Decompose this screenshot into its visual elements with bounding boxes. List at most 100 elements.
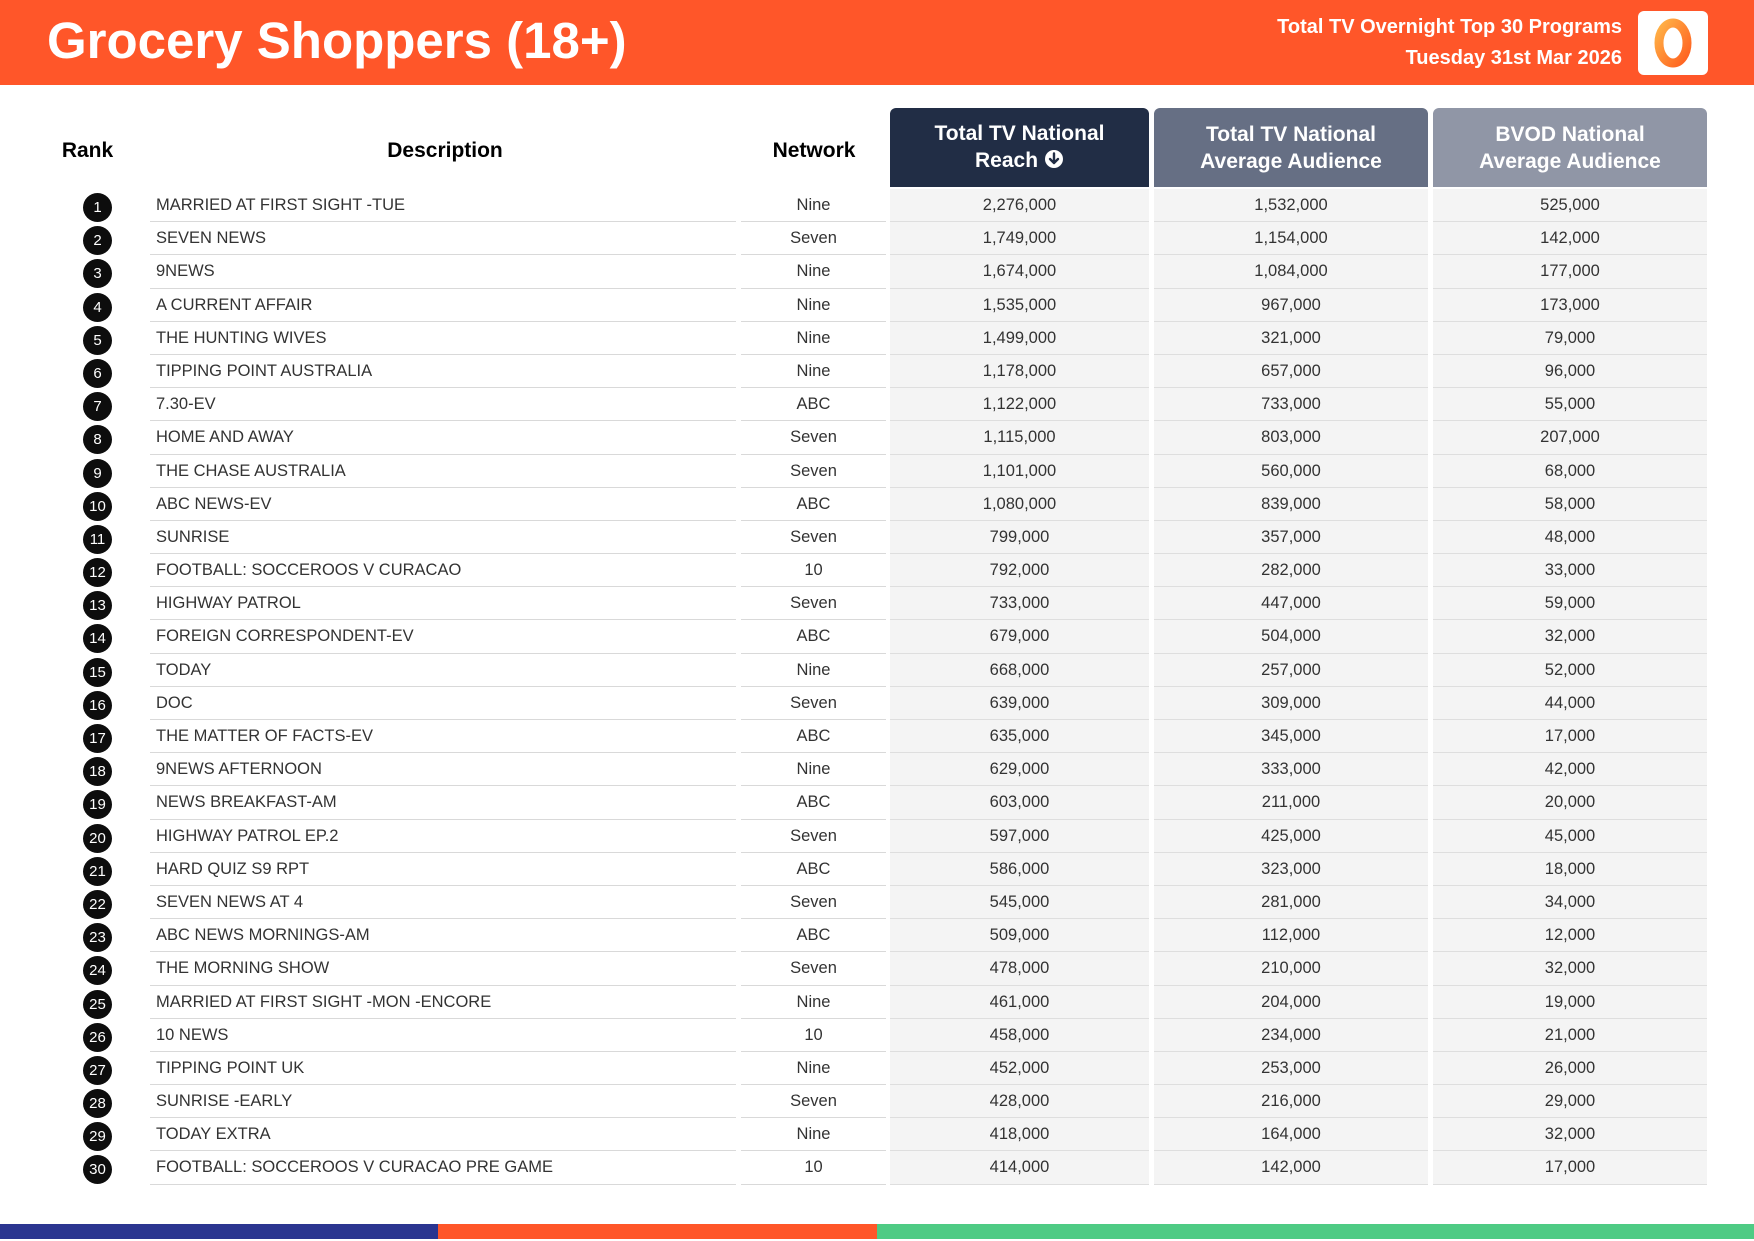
avg-audience-value: 560,000 [1154,454,1428,488]
network-name: 10 [741,1019,886,1052]
reach-value: 428,000 [890,1085,1149,1119]
reach-value: 733,000 [890,587,1149,621]
bvod-value: 17,000 [1433,720,1707,754]
program-description: FOOTBALL: SOCCEROOS V CURACAO [150,554,736,588]
rank-badge: 9 [83,458,112,488]
network-name: Nine [741,1118,886,1152]
rank-badge: 5 [83,325,112,355]
program-description: HARD QUIZ S9 RPT [150,853,736,886]
bvod-value: 79,000 [1433,321,1707,355]
reach-value: 1,499,000 [890,321,1149,355]
table-row: 21 HARD QUIZ S9 RPT ABC 586,000 323,000 18,00… [0,852,1754,886]
rank-badge: 13 [83,591,112,621]
network-name: Seven [741,1085,886,1119]
table-row: 19 NEWS BREAKFAST-AM ABC 603,000 211,000 20,0… [0,786,1754,820]
rank-badge: 14 [83,624,112,654]
program-description: HIGHWAY PATROL EP.2 [150,820,736,853]
network-name: 10 [741,1151,886,1185]
bvod-value: 12,000 [1433,919,1707,953]
rank-badge: 16 [83,690,112,720]
bvod-value: 19,000 [1433,985,1707,1019]
table-row: 9 THE CHASE AUSTRALIA Seven 1,101,000 560,00… [0,454,1754,488]
avg-audience-value: 733,000 [1154,388,1428,422]
avg-audience-value: 164,000 [1154,1118,1428,1152]
table-row: 13 HIGHWAY PATROL Seven 733,000 447,000 59,00… [0,587,1754,621]
bvod-column-header: BVOD National Average Audience [1433,108,1707,187]
network-name: Seven [741,820,886,853]
table-row: 16 DOC Seven 639,000 309,000 44,000 [0,686,1754,720]
network-name: Seven [741,886,886,920]
bvod-value: 21,000 [1433,1018,1707,1052]
reach-value: 635,000 [890,720,1149,754]
bvod-value: 45,000 [1433,819,1707,853]
bvod-value: 32,000 [1433,952,1707,986]
avg-audience-value: 839,000 [1154,487,1428,521]
avg-audience-value: 282,000 [1154,554,1428,588]
avg-audience-value: 321,000 [1154,321,1428,355]
reach-header-line1: Total TV National [934,121,1105,145]
reach-value: 1,122,000 [890,388,1149,422]
avg-audience-value: 345,000 [1154,720,1428,754]
avg-audience-value: 803,000 [1154,421,1428,455]
rank-badge: 4 [83,292,112,322]
network-name: ABC [741,786,886,820]
page-header: Grocery Shoppers (18+) Total TV Overnigh… [0,0,1754,85]
avg-audience-value: 967,000 [1154,288,1428,322]
network-name: Nine [741,355,886,389]
rank-badge: 30 [83,1155,112,1185]
reach-value: 461,000 [890,985,1149,1019]
bvod-value: 177,000 [1433,255,1707,289]
avg-header-line2: Average Audience [1200,149,1382,173]
bvod-value: 68,000 [1433,454,1707,488]
network-name: Seven [741,587,886,621]
table-row: 30 FOOTBALL: SOCCEROOS V CURACAO PRE GAME… [0,1151,1754,1185]
program-description: 7.30-EV [150,388,736,422]
reach-value: 629,000 [890,753,1149,787]
avg-audience-value: 216,000 [1154,1085,1428,1119]
rank-badge: 19 [83,790,112,820]
rank-badge: 29 [83,1122,112,1152]
avg-audience-value: 309,000 [1154,686,1428,720]
program-description: SEVEN NEWS [150,222,736,256]
reach-value: 799,000 [890,520,1149,555]
avg-audience-value: 253,000 [1154,1051,1428,1086]
network-name: ABC [741,388,886,422]
reach-value: 1,674,000 [890,255,1149,289]
network-name: ABC [741,720,886,754]
rank-badge: 10 [83,491,112,521]
bvod-value: 42,000 [1433,753,1707,787]
rank-badge: 25 [83,989,112,1019]
network-name: Seven [741,222,886,256]
rank-badge: 11 [83,524,112,554]
avg-audience-value: 333,000 [1154,753,1428,787]
bvod-value: 525,000 [1433,189,1707,223]
avg-audience-value: 657,000 [1154,354,1428,389]
rank-badge: 18 [83,757,112,787]
avg-header-line1: Total TV National [1206,122,1376,146]
bvod-value: 33,000 [1433,554,1707,588]
reach-column-header: Total TV National Reach [890,108,1149,187]
rank-badge: 12 [83,558,112,588]
rank-badge: 2 [83,226,112,256]
program-description: MARRIED AT FIRST SIGHT -TUE [150,189,736,223]
table-row: 27 TIPPING POINT UK Nine 452,000 253,000 26,0… [0,1051,1754,1086]
program-description: TODAY [150,654,736,687]
program-description: FOREIGN CORRESPONDENT-EV [150,620,736,654]
rank-badge: 24 [83,956,112,986]
program-description: NEWS BREAKFAST-AM [150,786,736,820]
program-description: DOC [150,687,736,720]
reach-value: 1,115,000 [890,421,1149,455]
bvod-value: 142,000 [1433,222,1707,256]
avg-audience-value: 504,000 [1154,620,1428,654]
report-date: Tuesday 31st Mar 2026 [1405,47,1622,69]
rank-badge: 1 [83,193,112,222]
program-description: SEVEN NEWS AT 4 [150,886,736,920]
program-description: HIGHWAY PATROL [150,587,736,621]
reach-value: 414,000 [890,1151,1149,1185]
program-description: 9NEWS AFTERNOON [150,753,736,787]
network-name: Seven [741,421,886,455]
program-description: THE CHASE AUSTRALIA [150,455,736,488]
program-description: SUNRISE -EARLY [150,1085,736,1119]
table-row: 23 ABC NEWS MORNINGS-AM ABC 509,000 112,000 1… [0,919,1754,953]
bvod-value: 18,000 [1433,852,1707,886]
